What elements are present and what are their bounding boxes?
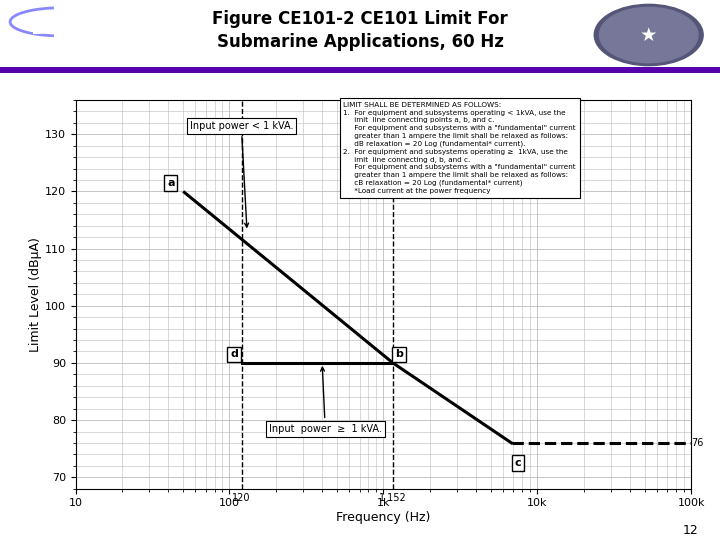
Text: c: c [515, 458, 521, 468]
Text: 76: 76 [691, 438, 704, 448]
Y-axis label: Limit Level (dBμA): Limit Level (dBμA) [29, 237, 42, 352]
Text: 12: 12 [683, 524, 698, 537]
Text: 1 152: 1 152 [379, 493, 406, 503]
Text: Figure CE101-2 CE101 Limit For
Submarine Applications, 60 Hz: Figure CE101-2 CE101 Limit For Submarine… [212, 10, 508, 51]
X-axis label: Frequency (Hz): Frequency (Hz) [336, 511, 431, 524]
Circle shape [594, 4, 703, 65]
Text: d: d [230, 349, 238, 359]
Text: a: a [167, 178, 175, 188]
Text: Input power < 1 kVA.: Input power < 1 kVA. [189, 120, 293, 227]
Text: Input  power  ≥  1 kVA.: Input power ≥ 1 kVA. [269, 367, 382, 434]
Circle shape [600, 7, 698, 63]
Text: LIMIT SHALL BE DETERMINED AS FOLLOWS:
1.  For equipment and subsystems operating: LIMIT SHALL BE DETERMINED AS FOLLOWS: 1.… [343, 102, 576, 194]
Bar [0, 67, 720, 73]
Text: 120: 120 [233, 493, 251, 503]
Text: DISA: DISA [31, 18, 90, 38]
Text: b: b [395, 349, 403, 359]
Text: ★: ★ [640, 25, 657, 44]
